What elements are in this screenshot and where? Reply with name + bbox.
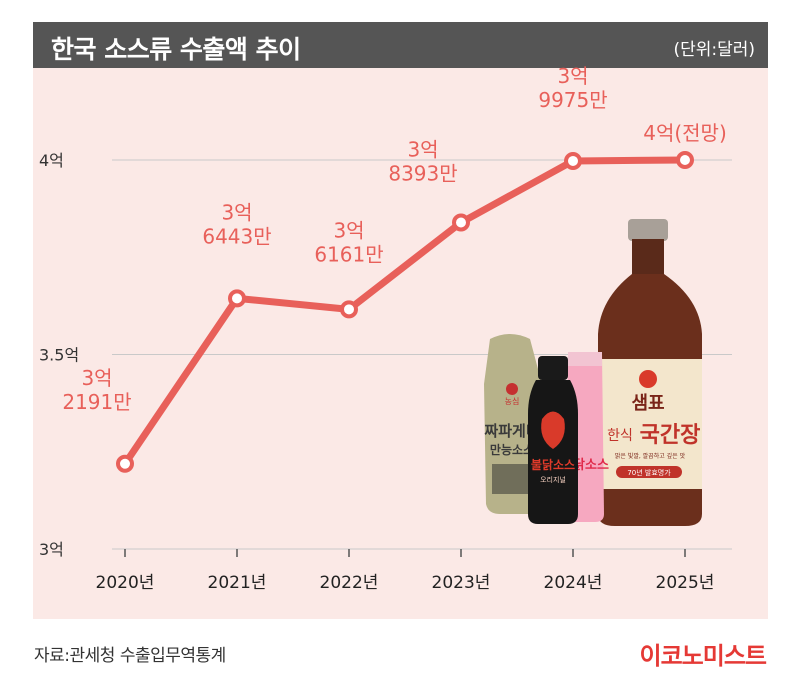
data-point: [452, 213, 470, 232]
x-tick-label: 2020년: [96, 573, 155, 593]
data-label: 2191만: [62, 390, 131, 414]
y-tick-label: 4억: [39, 151, 64, 170]
y-tick-label: 3.5억: [39, 346, 79, 365]
x-tick-label: 2024년: [544, 573, 603, 593]
y-tick-label: 3억: [39, 540, 64, 559]
data-point: [228, 289, 246, 308]
green-sauce-pouch: 농심 짜파게티 만능소스: [484, 334, 542, 514]
soy-tagline-text: 맑은 빛깔, 깔끔하고 깊은 맛: [615, 452, 686, 460]
brand-logo: 이코노미스트: [639, 642, 767, 670]
soy-badge-text: 70년 발효명가: [627, 468, 671, 477]
green-brand-text: 농심: [505, 396, 520, 406]
data-label: 9975만: [538, 88, 607, 112]
soy-sauce-bottle: 샘표 한식 국간장 맑은 빛깔, 깔끔하고 깊은 맛 70년 발효명가: [598, 219, 702, 526]
x-tick-label: 2023년: [432, 573, 491, 593]
black-sauce-bottle: 불닭소스 오리지널: [528, 356, 578, 524]
data-point: [676, 151, 694, 169]
data-point: [116, 454, 134, 473]
x-tick-label: 2022년: [320, 573, 379, 593]
unit-label: (단위:달러): [673, 40, 755, 60]
title-bar: [33, 22, 768, 68]
green-sub-text: 만능소스: [490, 442, 534, 457]
data-label: 3억: [333, 218, 364, 242]
x-tick-label: 2021년: [208, 573, 267, 593]
x-tick-label: 2025년: [656, 573, 715, 593]
data-label: 3억: [557, 64, 588, 88]
black-sauce-text: 불닭소스: [531, 457, 575, 472]
source-note: 자료:관세청 수출입무역통계: [34, 646, 226, 666]
soy-type-text: 한식: [607, 428, 633, 444]
chart-title: 한국 소스류 수출액 추이: [51, 35, 301, 64]
soy-name-text: 국간장: [640, 423, 701, 448]
data-label: 3억: [407, 138, 438, 162]
data-label: 8393만: [388, 162, 457, 186]
data-point: [564, 151, 582, 170]
data-label: 4억(전망): [643, 121, 727, 145]
black-sub-text: 오리지널: [540, 475, 566, 484]
soy-brand-text: 샘표: [631, 393, 664, 414]
data-label: 3억: [81, 366, 112, 390]
sauce-bottles-illustration: 샘표 한식 국간장 맑은 빛깔, 깔끔하고 깊은 맛 70년 발효명가 불닭소스…: [484, 219, 702, 526]
data-label: 6443만: [202, 224, 271, 248]
data-label: 3억: [221, 200, 252, 224]
data-label: 6161만: [314, 242, 383, 266]
series-line: [121, 156, 689, 468]
green-name-text: 짜파게티: [484, 422, 539, 440]
data-point: [340, 300, 358, 319]
